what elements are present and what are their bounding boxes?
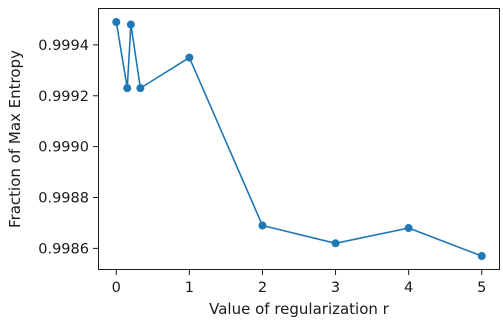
y-tick-label: 0.9992 — [38, 89, 89, 105]
series-line — [116, 22, 481, 256]
y-axis-label: Fraction of Max Entropy — [6, 50, 24, 228]
y-axis-ticks: 0.9986 0.9988 0.9990 0.9992 0.9994 — [38, 38, 98, 257]
data-point — [405, 224, 413, 232]
data-point — [185, 54, 193, 62]
y-tick-label: 0.9990 — [38, 140, 89, 156]
plot-frame — [99, 9, 500, 270]
x-tick-label: 5 — [477, 280, 486, 296]
y-tick-label: 0.9988 — [38, 191, 89, 207]
x-axis-label: Value of regularization r — [209, 300, 390, 318]
y-tick-label: 0.9986 — [38, 241, 89, 257]
data-point — [127, 21, 135, 29]
y-tick-label: 0.9994 — [38, 38, 89, 54]
data-point — [258, 221, 266, 229]
data-point — [123, 84, 131, 92]
x-axis-ticks: 0 1 2 3 4 5 — [112, 270, 487, 296]
x-tick-label: 2 — [258, 280, 267, 296]
data-point — [136, 84, 144, 92]
x-tick-label: 4 — [404, 280, 413, 296]
series-layer — [112, 18, 485, 260]
x-tick-label: 1 — [185, 280, 194, 296]
data-point — [112, 18, 120, 26]
data-point — [332, 239, 340, 247]
x-tick-label: 0 — [112, 280, 121, 296]
x-tick-label: 3 — [331, 280, 340, 296]
data-point — [478, 252, 486, 260]
